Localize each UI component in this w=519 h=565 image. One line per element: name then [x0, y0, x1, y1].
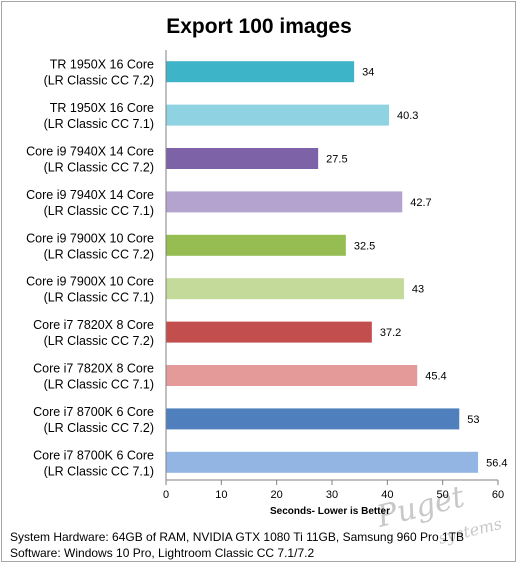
bar-value-label: 56.4: [486, 457, 507, 469]
category-label: (LR Classic CC 7.1): [44, 378, 154, 392]
category-label: Core i7 7820X 8 Core: [33, 318, 154, 332]
bar-value-label: 53: [467, 414, 479, 426]
bar-value-label: 32.5: [354, 240, 375, 252]
x-tick-label: 20: [271, 489, 283, 501]
category-label: TR 1950X 16 Core: [50, 58, 154, 72]
category-label: Core i9 7940X 14 Core: [26, 145, 154, 159]
bar: [166, 321, 372, 343]
category-label: Core i9 7900X 10 Core: [26, 231, 154, 245]
category-label: (LR Classic CC 7.1): [44, 204, 154, 218]
category-label: (LR Classic CC 7.2): [44, 334, 154, 348]
category-label: (LR Classic CC 7.2): [44, 74, 154, 88]
x-tick-label: 40: [381, 489, 393, 501]
x-axis: 0 10 20 30 40 50 60: [163, 50, 504, 501]
x-axis-label: Seconds- Lower is Better: [270, 506, 390, 517]
bar-value-label: 42.7: [410, 197, 431, 209]
category-label: (LR Classic CC 7.1): [44, 464, 154, 478]
x-tick-label: 30: [326, 489, 338, 501]
category-label: Core i7 8700K 6 Core: [33, 405, 154, 419]
bars-layer: 34 TR 1950X 16 Core (LR Classic CC 7.2) 40.…: [26, 58, 507, 479]
bar: [166, 278, 404, 300]
footer-hardware: System Hardware: 64GB of RAM, NVIDIA GTX…: [10, 530, 464, 544]
category-label: Core i7 8700K 6 Core: [33, 448, 154, 462]
bar-value-label: 45.4: [425, 371, 446, 383]
category-label: Core i9 7940X 14 Core: [26, 188, 154, 202]
bar: [166, 191, 403, 213]
x-tick-label: 10: [215, 489, 227, 501]
category-label: (LR Classic CC 7.1): [44, 291, 154, 305]
bar: [166, 451, 479, 473]
category-label: TR 1950X 16 Core: [50, 101, 154, 115]
category-label: Core i9 7900X 10 Core: [26, 275, 154, 289]
x-tick-label: 60: [492, 489, 504, 501]
bar: [166, 408, 460, 430]
category-label: (LR Classic CC 7.2): [44, 247, 154, 261]
footer-software: Software: Windows 10 Pro, Lightroom Clas…: [10, 546, 314, 560]
bar-value-label: 40.3: [397, 110, 418, 122]
bar-value-label: 37.2: [380, 327, 401, 339]
bar-value-label: 43: [412, 284, 424, 296]
bar: [166, 365, 418, 386]
bar: [166, 104, 389, 126]
category-label: (LR Classic CC 7.1): [44, 117, 154, 131]
bar: [166, 148, 319, 169]
x-tick-label: 50: [437, 489, 449, 501]
bar: [166, 234, 346, 256]
chart-title: Export 100 images: [166, 15, 352, 38]
category-label: (LR Classic CC 7.2): [44, 161, 154, 175]
bar: [166, 61, 355, 83]
bar-value-label: 34: [362, 67, 374, 79]
bar-value-label: 27.5: [326, 154, 347, 166]
category-label: (LR Classic CC 7.2): [44, 421, 154, 435]
category-label: Core i7 7820X 8 Core: [33, 362, 154, 376]
x-tick-label: 0: [163, 489, 169, 501]
